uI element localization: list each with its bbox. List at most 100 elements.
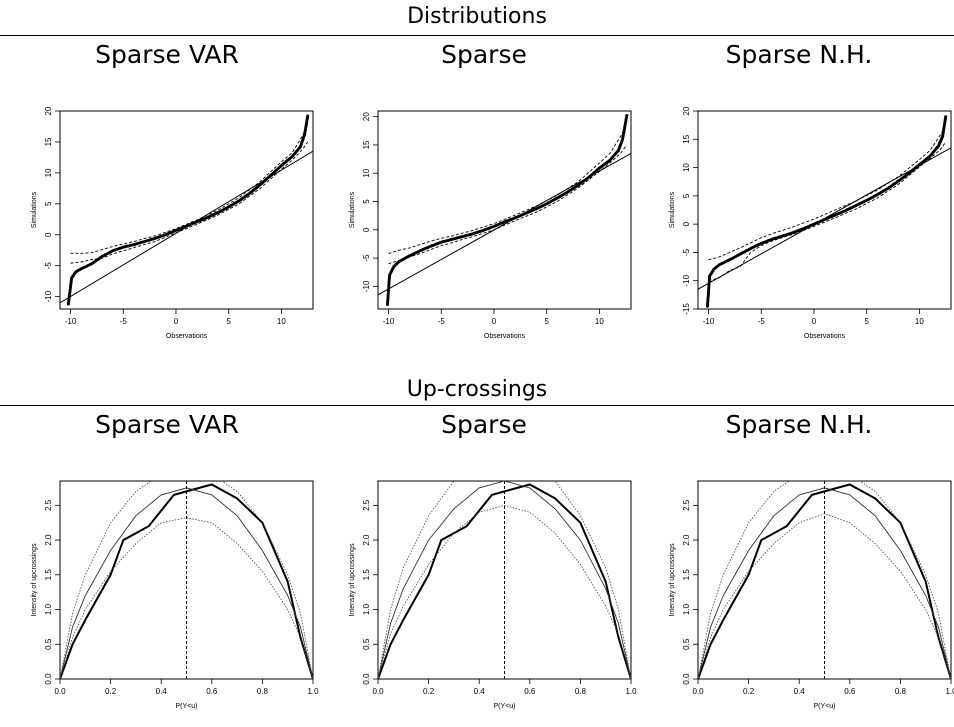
model-series-line <box>378 481 631 679</box>
y-tick-label: 1.5 <box>362 569 371 581</box>
x-tick-label: 0.0 <box>372 687 384 696</box>
y-tick-label: 0.0 <box>362 673 371 685</box>
y-tick-label: 0.5 <box>362 638 371 650</box>
column-title-sparse-nh-2: Sparse N.H. <box>725 410 873 439</box>
x-tick-label: 0.8 <box>575 687 587 696</box>
y-tick-label: 20 <box>682 106 691 115</box>
y-tick-label: 5 <box>44 201 53 206</box>
x-tick-label: -5 <box>758 317 766 326</box>
x-tick-label: 0 <box>492 317 497 326</box>
envelope-series-line <box>378 481 631 679</box>
x-tick-label: 10 <box>915 317 924 326</box>
y-tick-label: 1.5 <box>44 569 53 581</box>
column-title-sparse-var: Sparse VAR <box>95 40 239 69</box>
envelope-upper-line <box>388 124 628 255</box>
y-tick-label: 0 <box>44 232 53 237</box>
y-tick-label: -15 <box>682 303 691 315</box>
section-rule-distributions <box>0 35 954 36</box>
y-tick-label: 2.5 <box>362 499 371 511</box>
plot-frame <box>697 110 952 310</box>
y-tick-label: 2.0 <box>682 534 691 546</box>
plot-frame <box>377 480 632 680</box>
envelope-lower-line <box>70 141 309 264</box>
x-axis-label: Observations <box>166 333 208 340</box>
x-tick-label: 0.8 <box>895 687 907 696</box>
y-tick-label: 0 <box>682 221 691 226</box>
x-axis-label: P(Y<u) <box>494 703 516 710</box>
y-tick-label: 2.0 <box>44 534 53 546</box>
model-series-line <box>698 487 951 679</box>
x-tick-label: 0.2 <box>423 687 435 696</box>
upcrossing-plot-sparse-var: 0.0 0.2 0.4 0.6 0.8 1.0 0.0 0.5 1.0 1.5 2.0 2.5 P(Y<… <box>31 480 319 710</box>
envelope-series-line <box>60 517 313 679</box>
y-tick-label: -5 <box>682 248 691 256</box>
y-tick-label: 1.0 <box>682 603 691 615</box>
plot-area <box>60 114 313 306</box>
x-axis-label: P(Y<u) <box>176 703 198 710</box>
y-tick-label: 0.0 <box>682 673 691 685</box>
x-tick-label: -10 <box>65 317 77 326</box>
x-tick-label: 5 <box>226 317 231 326</box>
y-tick-label: 1.5 <box>682 569 691 581</box>
x-tick-label: -10 <box>383 317 395 326</box>
x-tick-label: -5 <box>438 317 446 326</box>
plot-frame <box>59 480 314 680</box>
plot-frame <box>697 480 952 680</box>
y-tick-label: 5 <box>362 199 371 204</box>
plot-frame <box>59 110 314 310</box>
section-title-upcrossings: Up-crossings <box>406 377 548 402</box>
qq-plot-sparse-var: -10 -5 0 5 10 -10 -5 0 5 10 15 20 Observations Simula… <box>31 106 314 340</box>
x-tick-label: 1.0 <box>945 687 954 696</box>
x-tick-label: 1.0 <box>625 687 637 696</box>
plot-area <box>378 481 631 679</box>
y-tick-label: -5 <box>362 254 371 262</box>
observed-series-line <box>698 483 951 679</box>
y-tick-label: 10 <box>44 168 53 177</box>
y-axis-label: Simulations <box>669 191 676 228</box>
y-tick-label: -5 <box>44 262 53 270</box>
y-tick-label: 0.5 <box>44 638 53 650</box>
x-tick-label: 5 <box>864 317 869 326</box>
x-tick-label: 0.2 <box>105 687 117 696</box>
x-tick-label: 10 <box>595 317 604 326</box>
x-tick-label: 0.6 <box>206 687 218 696</box>
y-tick-label: 15 <box>682 134 691 143</box>
column-title-sparse-nh: Sparse N.H. <box>725 40 873 69</box>
column-title-sparse-var-2: Sparse VAR <box>95 410 239 439</box>
section-rule-upcrossings <box>0 405 954 406</box>
y-tick-label: 20 <box>44 106 53 115</box>
y-axis-label: Intensity of upcrossings <box>31 543 38 617</box>
y-tick-label: 10 <box>682 163 691 172</box>
column-title-sparse-2: Sparse <box>441 410 527 439</box>
x-tick-label: 0 <box>812 317 817 326</box>
qq-point <box>306 114 310 118</box>
x-tick-label: 1.0 <box>307 687 319 696</box>
y-axis-label: Simulations <box>349 191 356 228</box>
x-tick-label: 5 <box>544 317 549 326</box>
x-tick-label: -5 <box>120 317 128 326</box>
x-tick-label: 0 <box>174 317 179 326</box>
envelope-lower-line <box>708 141 947 282</box>
x-tick-label: 10 <box>277 317 286 326</box>
y-tick-label: 10 <box>362 168 371 177</box>
upcrossing-plot-sparse-nh: 0.0 0.2 0.4 0.6 0.8 1.0 0.0 0.5 1.0 1.5 2.0 2.5 P(Y<… <box>669 480 954 710</box>
y-tick-label: 20 <box>362 112 371 121</box>
plot-area <box>698 115 951 308</box>
y-tick-label: 15 <box>362 140 371 149</box>
qq-point <box>944 115 948 119</box>
plot-area <box>378 114 631 306</box>
x-tick-label: 0.6 <box>524 687 536 696</box>
qq-plot-sparse: -10 -5 0 5 10 -10 -5 0 5 10 15 20 Observations Simula… <box>349 110 632 340</box>
y-tick-label: 2.5 <box>44 499 53 511</box>
y-tick-label: 1.0 <box>362 603 371 615</box>
qq-plot-sparse-nh: -10 -5 0 5 10 -15 -10 -5 0 5 10 15 20 Observations Sim… <box>669 106 952 340</box>
x-tick-label: 0.0 <box>692 687 704 696</box>
plot-frame <box>377 110 632 310</box>
y-tick-label: -10 <box>682 274 691 286</box>
envelope-upper-line <box>70 124 309 254</box>
x-tick-label: 0.4 <box>794 687 806 696</box>
x-tick-label: 0.4 <box>474 687 486 696</box>
y-axis-label: Intensity of upcrossings <box>349 543 356 617</box>
y-axis-label: Intensity of upcrossings <box>669 543 676 617</box>
section-title-distributions: Distributions <box>407 4 547 29</box>
